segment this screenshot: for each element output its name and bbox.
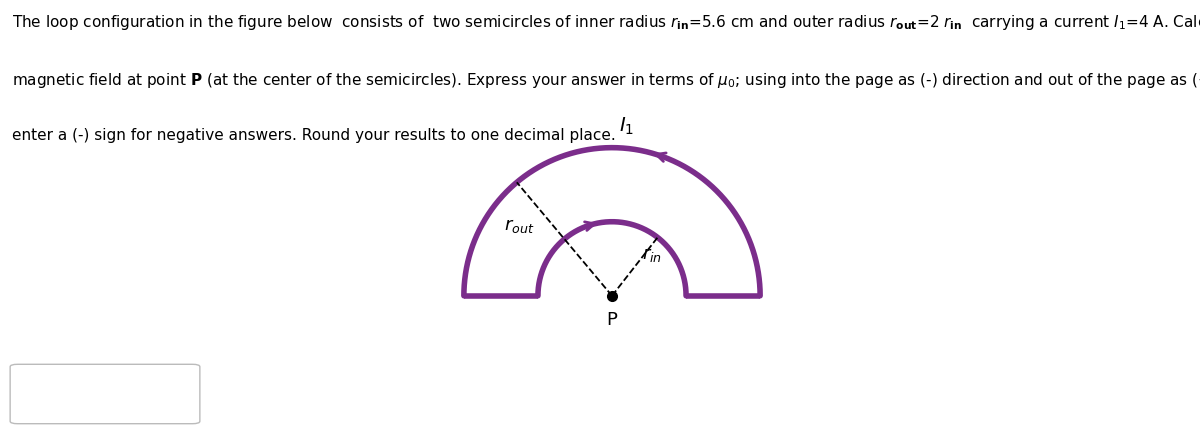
Text: $r_{in}$: $r_{in}$ — [642, 246, 662, 263]
Text: The loop configuration in the figure below  consists of  two semicircles of inne: The loop configuration in the figure bel… — [12, 13, 1200, 32]
Text: P: P — [606, 311, 618, 328]
Text: enter a (-) sign for negative answers. Round your results to one decimal place.: enter a (-) sign for negative answers. R… — [12, 128, 616, 143]
Text: $r_{out}$: $r_{out}$ — [504, 217, 535, 235]
FancyBboxPatch shape — [10, 364, 200, 424]
Text: $I_1$: $I_1$ — [619, 116, 635, 137]
Text: magnetic field at point $\mathbf{P}$ (at the center of the semicircles). Express: magnetic field at point $\mathbf{P}$ (at… — [12, 71, 1200, 90]
